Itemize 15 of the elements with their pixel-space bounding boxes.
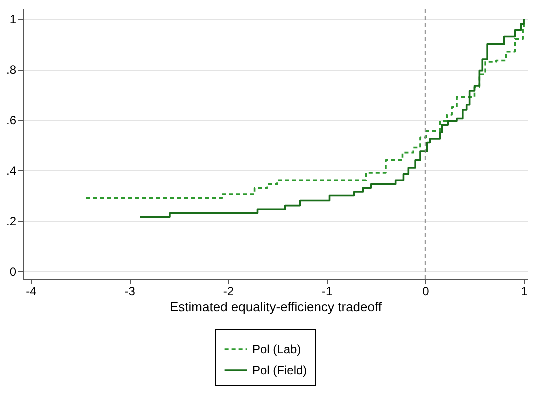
y-tick-label: .6	[6, 114, 17, 128]
x-tick-label: -3	[124, 284, 136, 298]
x-axis-title: Estimated equality-efficiency tradeoff	[170, 300, 382, 314]
x-tick-label: -1	[322, 284, 333, 298]
x-tick-label: -4	[26, 284, 38, 298]
y-tick-label: .8	[6, 63, 17, 78]
y-tick-label: .2	[6, 214, 17, 228]
x-tick-label: 1	[521, 284, 528, 298]
x-tick-label: 0	[422, 284, 430, 298]
y-tick-label: 1	[10, 12, 17, 27]
y-tick-label: .4	[6, 164, 17, 178]
legend-label: Pol (Field)	[252, 364, 308, 378]
legend-label: Pol (Lab)	[252, 342, 302, 356]
y-tick-label: 0	[10, 264, 17, 279]
x-tick-label: -2	[223, 284, 234, 298]
